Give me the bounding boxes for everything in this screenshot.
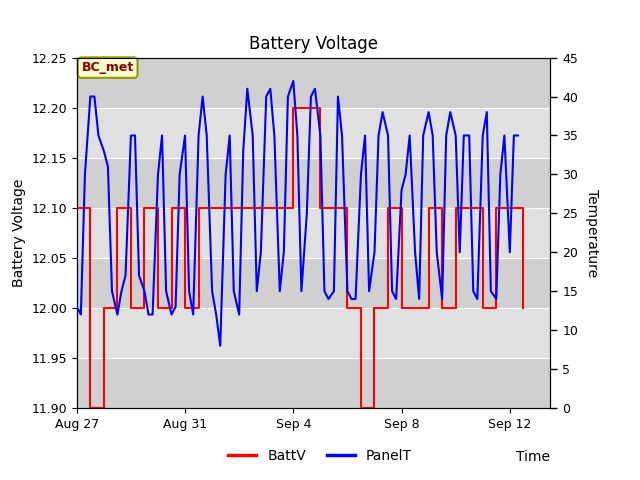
- Bar: [77, 308, 550, 358]
- Bar: [77, 158, 550, 208]
- Text: BC_met: BC_met: [81, 61, 134, 74]
- Text: Time: Time: [516, 450, 550, 464]
- Legend: BattV, PanelT: BattV, PanelT: [223, 443, 417, 468]
- Y-axis label: Battery Voltage: Battery Voltage: [12, 179, 26, 287]
- Bar: [77, 258, 550, 308]
- Bar: [77, 108, 550, 158]
- Bar: [77, 358, 550, 408]
- Bar: [77, 208, 550, 258]
- Y-axis label: Temperature: Temperature: [585, 189, 599, 277]
- Bar: [77, 58, 550, 108]
- Title: Battery Voltage: Battery Voltage: [249, 35, 378, 53]
